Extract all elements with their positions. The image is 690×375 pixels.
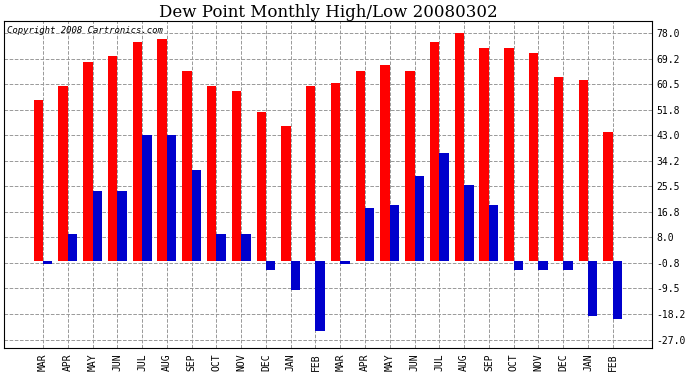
Bar: [167, 135, 176, 261]
Bar: [306, 86, 315, 261]
Bar: [554, 77, 563, 261]
Bar: [365, 208, 375, 261]
Bar: [266, 261, 275, 270]
Bar: [405, 71, 415, 261]
Bar: [290, 261, 300, 290]
Bar: [59, 86, 68, 261]
Bar: [68, 234, 77, 261]
Bar: [92, 190, 102, 261]
Bar: [132, 42, 142, 261]
Bar: [613, 261, 622, 319]
Bar: [217, 234, 226, 261]
Bar: [380, 65, 390, 261]
Bar: [83, 62, 92, 261]
Bar: [241, 234, 250, 261]
Bar: [464, 185, 473, 261]
Bar: [157, 39, 167, 261]
Bar: [232, 92, 241, 261]
Bar: [440, 153, 449, 261]
Bar: [192, 170, 201, 261]
Bar: [504, 48, 513, 261]
Bar: [579, 80, 588, 261]
Bar: [108, 56, 117, 261]
Text: Copyright 2008 Cartronics.com: Copyright 2008 Cartronics.com: [8, 26, 164, 35]
Bar: [142, 135, 152, 261]
Bar: [117, 190, 127, 261]
Bar: [480, 48, 489, 261]
Bar: [257, 112, 266, 261]
Bar: [588, 261, 598, 316]
Bar: [355, 71, 365, 261]
Bar: [563, 261, 573, 270]
Bar: [455, 33, 464, 261]
Bar: [182, 71, 192, 261]
Bar: [340, 261, 350, 264]
Bar: [513, 261, 523, 270]
Title: Dew Point Monthly High/Low 20080302: Dew Point Monthly High/Low 20080302: [159, 4, 497, 21]
Bar: [282, 126, 290, 261]
Bar: [529, 54, 538, 261]
Bar: [315, 261, 325, 331]
Bar: [43, 261, 52, 264]
Bar: [603, 132, 613, 261]
Bar: [207, 86, 217, 261]
Bar: [430, 42, 440, 261]
Bar: [34, 100, 43, 261]
Bar: [390, 205, 400, 261]
Bar: [331, 82, 340, 261]
Bar: [489, 205, 498, 261]
Bar: [538, 261, 548, 270]
Bar: [415, 176, 424, 261]
